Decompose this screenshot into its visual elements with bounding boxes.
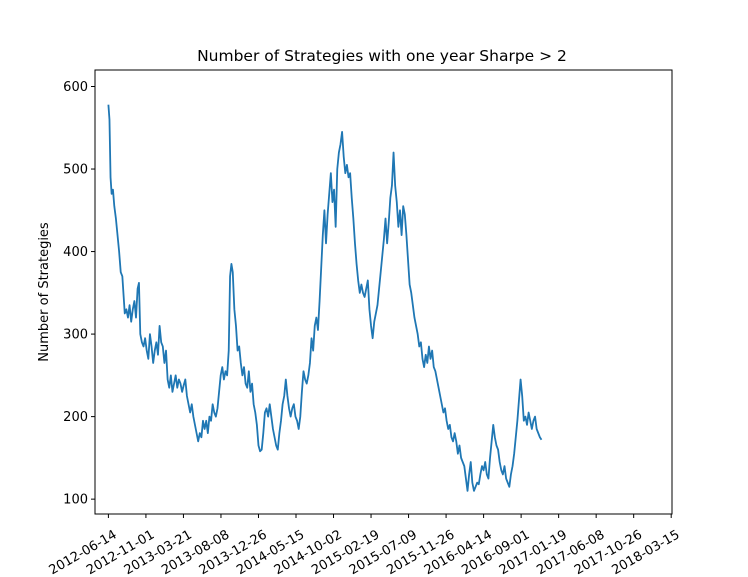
plot-frame <box>94 69 673 515</box>
y-tick-label: 500 <box>63 163 88 178</box>
y-tick-label: 100 <box>63 493 88 508</box>
y-tick-label: 600 <box>63 80 88 95</box>
y-tick-label: 400 <box>63 245 88 260</box>
chart-title: Number of Strategies with one year Sharp… <box>197 47 567 65</box>
y-axis-label: Number of Strategies <box>37 222 52 362</box>
y-tick-label: 300 <box>63 328 88 343</box>
y-tick-label: 200 <box>63 410 88 425</box>
y-axis: 100 200 300 400 500 600 <box>63 80 95 508</box>
series-line <box>107 104 543 492</box>
plot-area <box>107 104 543 492</box>
